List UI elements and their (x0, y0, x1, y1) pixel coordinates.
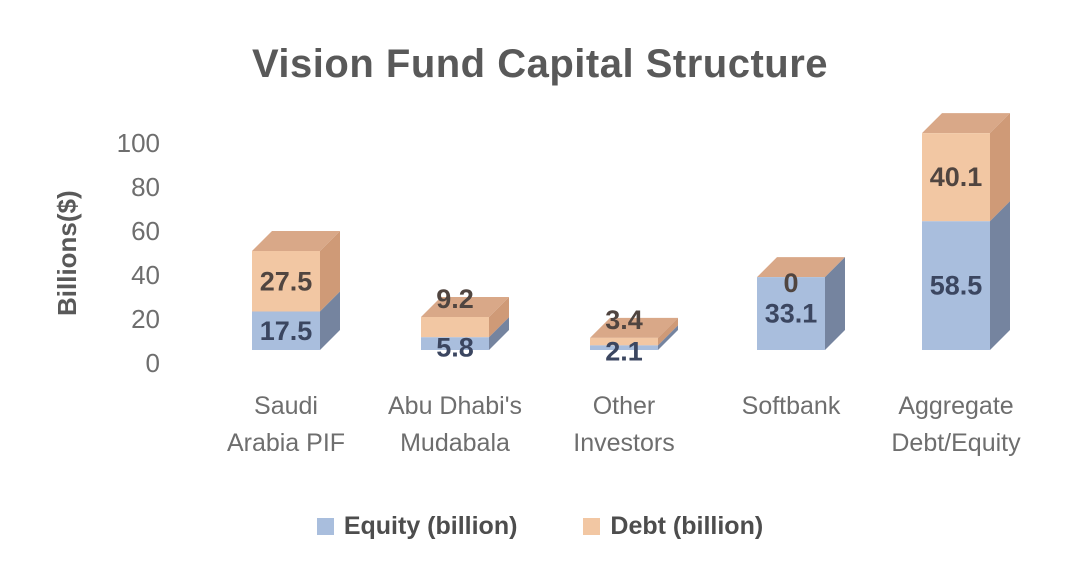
bar-front-equity (590, 345, 658, 350)
category-label: Saudi (254, 392, 318, 420)
bar-side-equity (658, 325, 678, 350)
bar-side-equity (489, 317, 509, 350)
data-label-debt: 0 (783, 268, 798, 298)
legend-item-debt: Debt (billion) (583, 512, 763, 541)
bar-side-equity (320, 291, 340, 350)
bar-side-equity (990, 201, 1010, 350)
legend-label-equity: Equity (billion) (343, 511, 518, 540)
y-tick-label: 60 (131, 216, 160, 246)
data-label-debt: 40.1 (930, 162, 983, 192)
data-label-equity: 2.1 (605, 337, 643, 367)
data-label-equity: 5.8 (436, 333, 474, 363)
category-label: Arabia PIF (227, 429, 345, 457)
bar-side-debt (320, 231, 340, 312)
bar-top-face (590, 317, 678, 338)
data-label-equity: 17.5 (260, 316, 313, 346)
y-tick-label: 80 (131, 172, 160, 202)
category-label: Softbank (742, 392, 841, 420)
y-tick-label: 100 (117, 128, 160, 158)
bar-front-equity (421, 337, 489, 350)
bar-front-debt (590, 337, 658, 346)
bar-side-debt (489, 297, 509, 338)
bar-front-debt (252, 251, 320, 312)
bar-side-debt (990, 113, 1010, 222)
data-label-equity: 58.5 (930, 271, 983, 301)
equity-swatch-icon (316, 517, 334, 535)
category-label: Investors (573, 429, 674, 457)
category-label: Mudabala (400, 429, 510, 457)
bar-front-debt (922, 133, 990, 222)
legend: Equity (billion) Debt (billion) (0, 508, 1080, 544)
category-label: Abu Dhabi's (388, 392, 522, 420)
bar-front-equity (922, 221, 990, 350)
bar-side-equity (825, 257, 845, 350)
y-tick-label: 0 (146, 348, 160, 378)
y-tick-label: 40 (131, 260, 160, 290)
bar-front-equity (757, 277, 825, 350)
category-label: Debt/Equity (891, 429, 1021, 457)
bar-side-debt (658, 317, 678, 346)
bar-top-face (252, 231, 340, 251)
bar-top-face (922, 113, 1010, 134)
legend-label-debt: Debt (billion) (610, 511, 764, 540)
data-label-debt: 9.2 (436, 284, 474, 314)
data-label-equity: 33.1 (765, 299, 818, 329)
y-tick-label: 20 (131, 304, 160, 334)
bar-front-equity (252, 311, 320, 350)
chart-title: Vision Fund Capital Structure (251, 42, 829, 86)
bar-front-debt (421, 317, 489, 338)
data-label-debt: 27.5 (260, 266, 313, 296)
bar-top-face (421, 297, 509, 317)
category-label: Other (593, 392, 656, 420)
legend-item-equity: Equity (billion) (316, 511, 518, 541)
data-label-debt: 3.4 (605, 305, 643, 335)
debt-swatch-icon (583, 517, 601, 535)
bar-top-face (757, 257, 845, 278)
category-label: Aggregate (898, 392, 1013, 420)
